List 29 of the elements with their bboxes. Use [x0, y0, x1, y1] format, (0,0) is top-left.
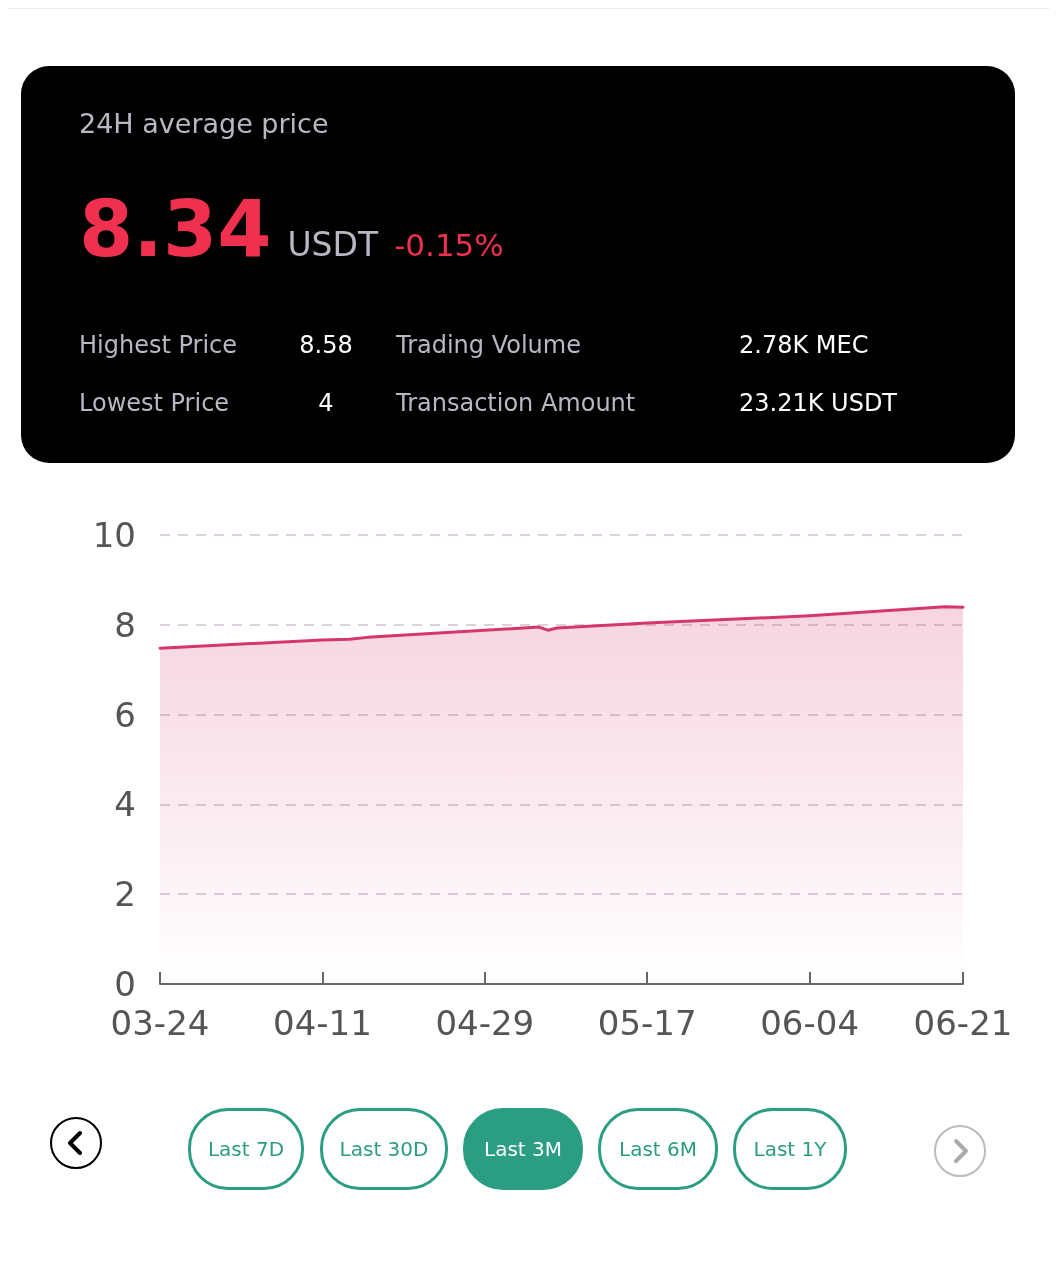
text: Highest Price	[79, 331, 238, 359]
x-tick-label: 06-04	[760, 1003, 860, 1043]
text: 24H average price	[79, 108, 329, 139]
y-tick-label: 2	[114, 874, 136, 915]
text: 8.34	[79, 184, 272, 274]
text: 23.21K USDT	[739, 389, 898, 417]
y-tick-label: 4	[114, 784, 136, 825]
text: 4	[317, 389, 335, 417]
text: 8.58	[298, 331, 354, 359]
text: -0.15%	[394, 227, 504, 263]
y-tick-label: 6	[114, 694, 136, 735]
text: Last 30D	[320, 1108, 448, 1190]
x-tick-label: 04-29	[435, 1003, 535, 1043]
text: Last 3M	[463, 1108, 583, 1190]
text: USDT	[287, 225, 379, 264]
x-tick-label: 05-17	[597, 1003, 697, 1043]
y-tick-label: 10	[92, 515, 136, 555]
text: Last 7D	[188, 1108, 304, 1190]
text: Lowest Price	[79, 389, 230, 417]
text: Last 1Y	[733, 1108, 847, 1190]
text: Transaction Amount	[396, 389, 636, 417]
x-tick-label: 04-11	[273, 1003, 372, 1043]
x-tick-label: 06-21	[913, 1003, 1013, 1043]
text: Last 6M	[598, 1108, 718, 1190]
y-tick-label: 8	[114, 604, 136, 645]
y-tick-label: 0	[114, 964, 136, 1004]
text: 2.78K MEC	[739, 331, 869, 359]
x-tick-label: 03-24	[110, 1003, 210, 1043]
text: Trading Volume	[396, 331, 581, 359]
